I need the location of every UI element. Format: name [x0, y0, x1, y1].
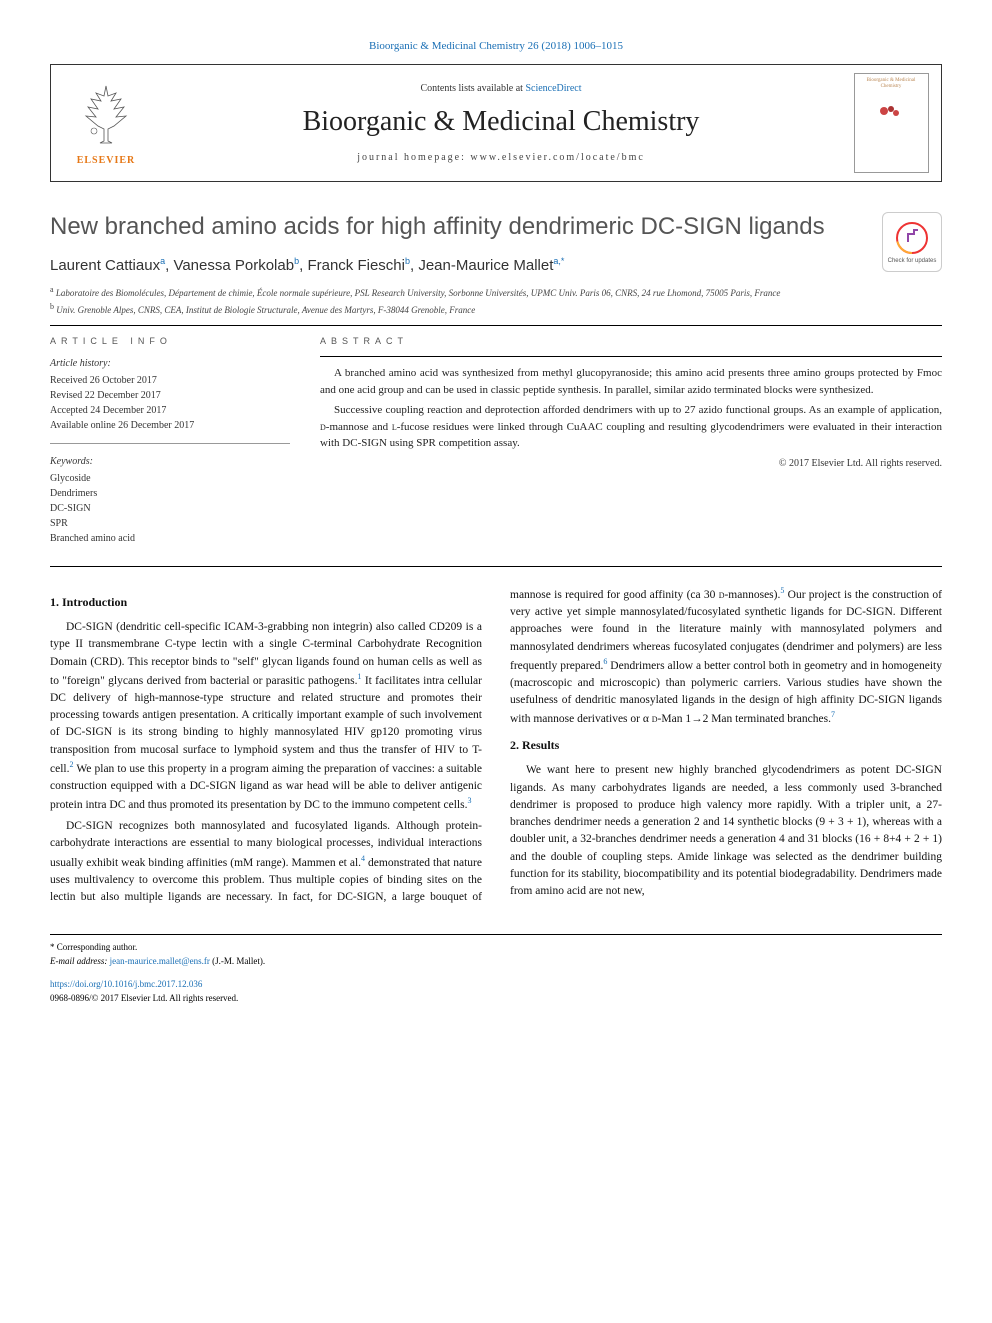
abstract-top-rule: [320, 356, 942, 357]
history-accepted: Accepted 24 December 2017: [50, 403, 290, 418]
header-center-block: Contents lists available at ScienceDirec…: [161, 65, 841, 181]
results-para-1: We want here to present new highly branc…: [510, 762, 942, 900]
elsevier-tree-logo: [76, 81, 136, 151]
info-abstract-row: ARTICLE INFO Article history: Received 2…: [50, 336, 942, 546]
email-link[interactable]: jean-maurice.mallet@ens.fr: [110, 956, 210, 966]
body-text-columns: 1. Introduction DC-SIGN (dendritic cell-…: [50, 585, 942, 906]
journal-homepage-link[interactable]: journal homepage: www.elsevier.com/locat…: [357, 152, 645, 163]
publisher-logo-block: ELSEVIER: [51, 65, 161, 181]
info-divider: [50, 443, 290, 444]
author-2: Vanessa Porkolabb: [173, 257, 299, 274]
abstract-column: ABSTRACT A branched amino acid was synth…: [320, 336, 942, 546]
keywords-block: Keywords: Glycoside Dendrimers DC-SIGN S…: [50, 454, 290, 546]
article-info-label: ARTICLE INFO: [50, 336, 290, 346]
affiliation-b: b Univ. Grenoble Alpes, CNRS, CEA, Insti…: [50, 301, 942, 318]
keyword-2: Dendrimers: [50, 486, 290, 501]
author-3-affil-sup: b: [405, 256, 410, 266]
author-4: Jean-Maurice Malleta,*: [418, 257, 564, 274]
corresponding-author-note: * Corresponding author.: [50, 941, 942, 955]
ref-7[interactable]: 7: [831, 710, 835, 719]
check-updates-button[interactable]: Check for updates: [882, 212, 942, 272]
check-updates-label: Check for updates: [888, 258, 937, 264]
abstract-para-1: A branched amino acid was synthesized fr…: [320, 365, 942, 398]
intro-para-1: DC-SIGN (dendritic cell-specific ICAM-3-…: [50, 619, 482, 814]
sciencedirect-link[interactable]: ScienceDirect: [525, 83, 581, 94]
cover-title-text: Bioorganic & Medicinal Chemistry: [859, 78, 924, 89]
article-history-block: Article history: Received 26 October 201…: [50, 356, 290, 433]
authors-line: Laurent Cattiauxa, Vanessa Porkolabb, Fr…: [50, 256, 942, 274]
article-title-text: New branched amino acids for high affini…: [50, 213, 825, 240]
author-1-affil-sup: a: [160, 256, 165, 266]
author-3: Franck Fieschib: [307, 257, 410, 274]
email-label: E-mail address:: [50, 956, 110, 966]
author-1: Laurent Cattiauxa: [50, 257, 165, 274]
keyword-3: DC-SIGN: [50, 501, 290, 516]
article-info-column: ARTICLE INFO Article history: Received 2…: [50, 336, 290, 546]
author-2-affil-sup: b: [294, 256, 299, 266]
email-suffix: (J.-M. Mallet).: [210, 956, 265, 966]
divider-bottom: [50, 566, 942, 567]
cover-thumbnail-block: Bioorganic & Medicinal Chemistry: [841, 65, 941, 181]
divider-top: [50, 325, 942, 326]
contents-prefix: Contents lists available at: [420, 83, 525, 94]
page-container: Bioorganic & Medicinal Chemistry 26 (201…: [0, 0, 992, 1045]
history-received: Received 26 October 2017: [50, 373, 290, 388]
history-heading: Article history:: [50, 356, 290, 371]
author-4-affil-sup: a,*: [553, 256, 564, 266]
journal-title: Bioorganic & Medicinal Chemistry: [303, 106, 700, 138]
abstract-para-2: Successive coupling reaction and deprote…: [320, 402, 942, 452]
footer-block: * Corresponding author. E-mail address: …: [50, 934, 942, 1005]
ref-3[interactable]: 3: [467, 796, 471, 805]
keyword-4: SPR: [50, 516, 290, 531]
results-heading: 2. Results: [510, 736, 942, 754]
article-title: New branched amino acids for high affini…: [50, 212, 942, 242]
keyword-1: Glycoside: [50, 471, 290, 486]
abstract-label: ABSTRACT: [320, 336, 942, 346]
abstract-text: A branched amino acid was synthesized fr…: [320, 365, 942, 452]
affiliations-block: a Laboratoire des Biomolécules, Départem…: [50, 284, 942, 317]
contents-line: Contents lists available at ScienceDirec…: [420, 83, 581, 94]
doi-link[interactable]: https://doi.org/10.1016/j.bmc.2017.12.03…: [50, 979, 202, 989]
email-line: E-mail address: jean-maurice.mallet@ens.…: [50, 955, 942, 969]
cover-molecule-icon: [876, 101, 906, 121]
journal-reference-link[interactable]: Bioorganic & Medicinal Chemistry 26 (201…: [50, 40, 942, 52]
publisher-name: ELSEVIER: [77, 155, 136, 166]
keywords-heading: Keywords:: [50, 454, 290, 469]
affiliation-a: a Laboratoire des Biomolécules, Départem…: [50, 284, 942, 301]
journal-header-box: ELSEVIER Contents lists available at Sci…: [50, 64, 942, 182]
doi-line: https://doi.org/10.1016/j.bmc.2017.12.03…: [50, 978, 942, 992]
check-updates-icon: [894, 220, 930, 256]
journal-cover-thumbnail: Bioorganic & Medicinal Chemistry: [854, 73, 929, 173]
keyword-5: Branched amino acid: [50, 531, 290, 546]
history-online: Available online 26 December 2017: [50, 418, 290, 433]
intro-heading: 1. Introduction: [50, 593, 482, 611]
history-revised: Revised 22 December 2017: [50, 388, 290, 403]
abstract-copyright: © 2017 Elsevier Ltd. All rights reserved…: [320, 458, 942, 469]
issn-copyright-line: 0968-0896/© 2017 Elsevier Ltd. All right…: [50, 992, 942, 1006]
